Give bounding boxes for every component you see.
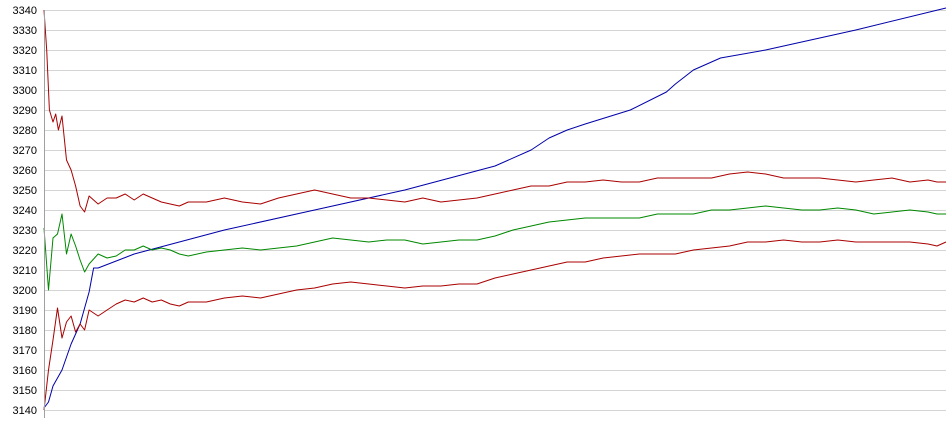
y-tick-label: 3170	[13, 345, 37, 357]
series-line-4	[43, 239, 947, 411]
y-axis-tick-labels: 3140 3150 3160 3170 3180 3190 3200 3210 3220 3230…	[13, 5, 37, 417]
y-tick-label: 3220	[13, 245, 37, 257]
y-tick-label: 3180	[13, 325, 37, 337]
y-tick-label: 3270	[13, 145, 37, 157]
series-line-1	[43, 7, 947, 409]
y-tick-label: 3150	[13, 385, 37, 397]
grid-lines	[44, 10, 946, 411]
y-tick-label: 3210	[13, 265, 37, 277]
y-tick-label: 3330	[13, 25, 37, 37]
series-line-2	[43, 9, 946, 213]
y-tick-label: 3240	[13, 205, 37, 217]
y-tick-label: 3340	[13, 5, 37, 17]
y-tick-label: 3230	[13, 225, 37, 237]
y-tick-label: 3160	[13, 365, 37, 377]
y-tick-label: 3190	[13, 305, 37, 317]
y-tick-label: 3140	[13, 405, 37, 417]
y-tick-label: 3310	[13, 65, 37, 77]
series-line-3	[43, 205, 946, 291]
y-tick-label: 3290	[13, 105, 37, 117]
y-tick-label: 3200	[13, 285, 37, 297]
y-tick-label: 3260	[13, 165, 37, 177]
y-tick-label: 3250	[13, 185, 37, 197]
y-tick-label: 3280	[13, 125, 37, 137]
y-tick-label: 3300	[13, 85, 37, 97]
series-group	[43, 7, 947, 411]
y-tick-label: 3320	[13, 45, 37, 57]
